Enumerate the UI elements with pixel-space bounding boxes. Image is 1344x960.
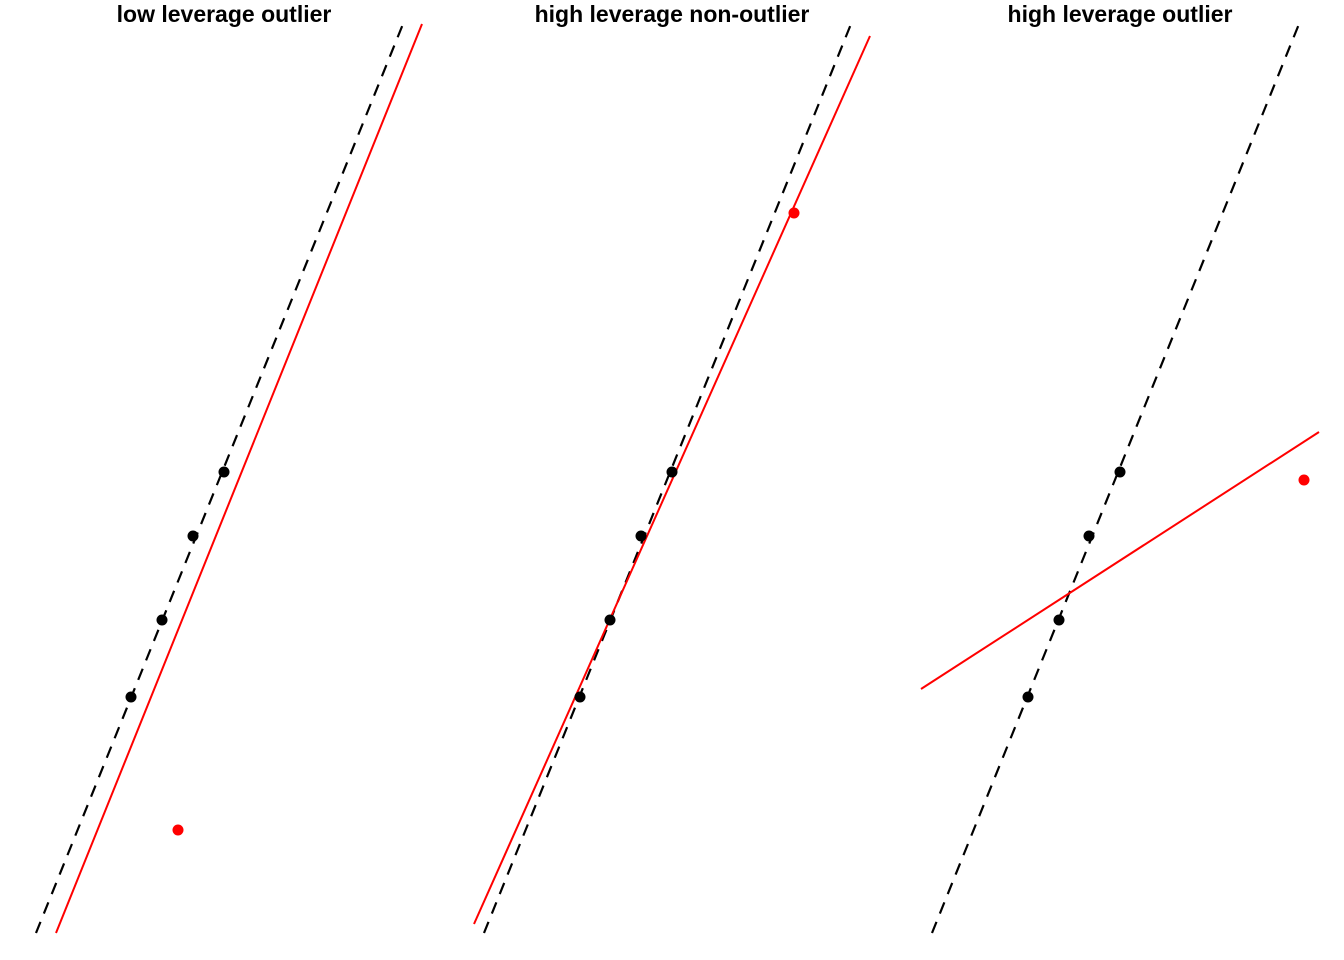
- panel-title: low leverage outlier: [116, 1, 332, 27]
- data-point: [125, 691, 137, 703]
- fit-line-red: [55, 23, 423, 934]
- outlier-point: [788, 207, 800, 219]
- outlier-point: [1298, 474, 1310, 486]
- fit-line-red: [473, 35, 871, 925]
- data-point: [218, 466, 230, 478]
- data-point: [1114, 466, 1126, 478]
- reference-line-dashed: [34, 23, 405, 934]
- data-point: [635, 530, 647, 542]
- scatter-plot: [34, 23, 423, 934]
- outlier-point: [172, 824, 184, 836]
- data-point: [1083, 530, 1095, 542]
- data-point: [1022, 691, 1034, 703]
- panel-high-leverage-outlier: high leverage outlier: [896, 0, 1344, 960]
- data-point: [187, 530, 199, 542]
- panel-title: high leverage non-outlier: [534, 1, 810, 27]
- scatter-plot: [473, 23, 871, 934]
- data-point: [156, 614, 168, 626]
- scatter-plot: [920, 23, 1320, 934]
- fit-line-red: [920, 431, 1320, 690]
- panel-low-leverage-outlier: low leverage outlier: [0, 0, 448, 960]
- reference-line-dashed: [482, 23, 853, 934]
- reference-line-dashed: [930, 23, 1301, 934]
- panel-high-leverage-non-outlier: high leverage non-outlier: [448, 0, 896, 960]
- data-point: [604, 614, 616, 626]
- data-point: [666, 466, 678, 478]
- data-point: [574, 691, 586, 703]
- panel-title: high leverage outlier: [1007, 1, 1233, 27]
- data-point: [1053, 614, 1065, 626]
